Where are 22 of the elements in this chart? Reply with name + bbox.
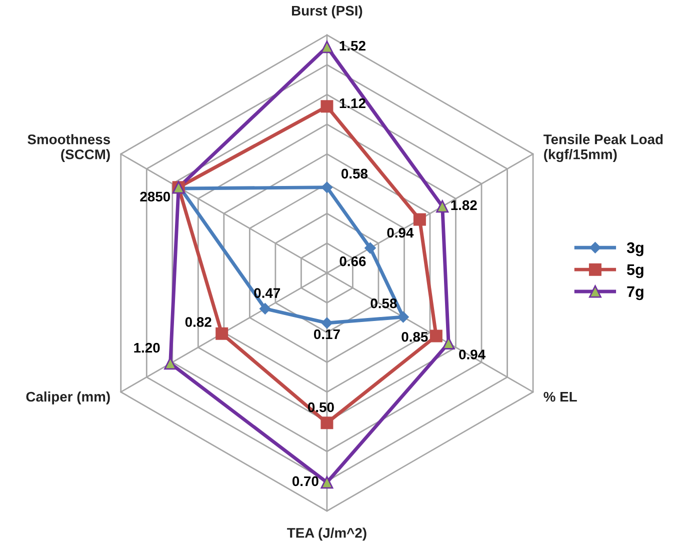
text: 0.85: [402, 332, 428, 342]
text: 0.58: [342, 168, 368, 179]
spoke-label: Smoothness (SCCM): [28, 134, 110, 162]
legend-label: 7g: [627, 286, 644, 300]
text: 0.82: [185, 317, 212, 327]
text: 1.20: [134, 342, 160, 353]
text: 1.52: [340, 40, 366, 51]
text: 1.12: [340, 98, 366, 108]
spoke-label: Tensile Peak Load (kgf/15mm): [543, 134, 663, 162]
text: 1.82: [451, 200, 477, 210]
spoke-label: Burst (PSI): [292, 5, 362, 18]
spoke-label: % EL: [544, 392, 577, 402]
text: 0.66: [340, 256, 366, 266]
spoke-label: Caliper (mm): [26, 391, 110, 404]
text: 0.70: [292, 476, 318, 486]
text: 0.17: [314, 329, 340, 340]
legend-label: 3g: [626, 242, 644, 256]
text: 0.94: [459, 350, 486, 360]
text: 0.94: [387, 228, 414, 238]
spoke-label: TEA (J/m^2): [287, 528, 366, 541]
text: 2850: [140, 192, 170, 202]
legend-label: 5g: [626, 264, 644, 278]
